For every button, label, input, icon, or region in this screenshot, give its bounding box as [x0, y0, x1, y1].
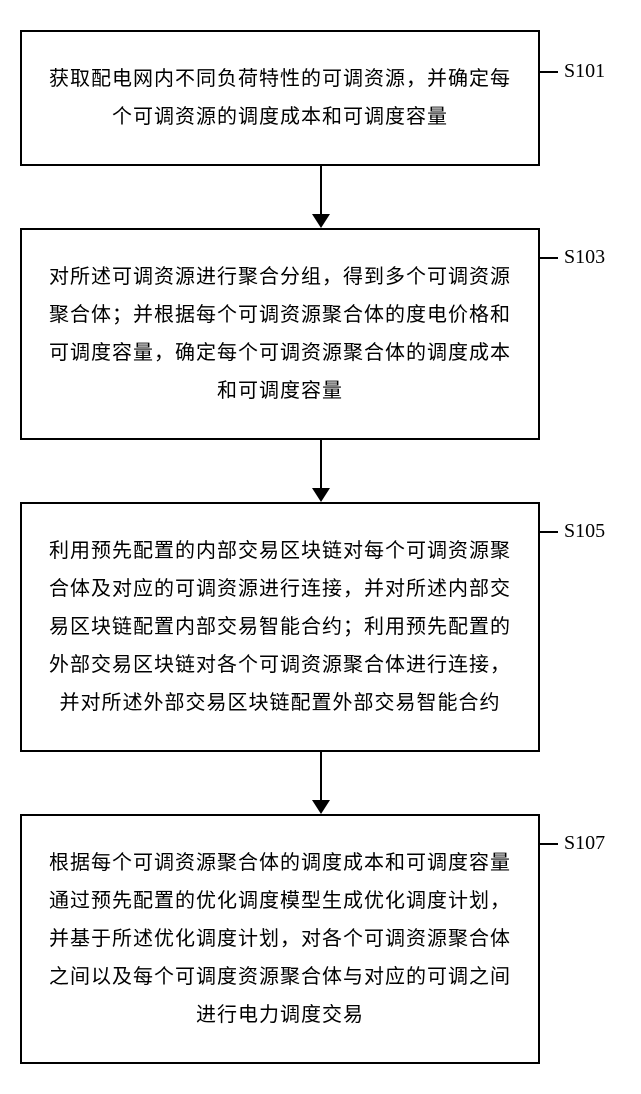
step-text: 对所述可调资源进行聚合分组，得到多个可调资源聚合体；并根据每个可调资源聚合体的度…: [49, 266, 511, 402]
step-box-s107: 根据每个可调资源聚合体的调度成本和可调度容量通过预先配置的优化调度模型生成优化调…: [20, 814, 540, 1064]
step-box-s105: 利用预先配置的内部交易区块链对每个可调资源聚合体及对应的可调资源进行连接，并对所…: [20, 502, 540, 752]
label-connector: [540, 531, 558, 533]
label-connector: [540, 843, 558, 845]
label-connector: [540, 257, 558, 259]
step-text: 获取配电网内不同负荷特性的可调资源，并确定每个可调资源的调度成本和可调度容量: [49, 68, 511, 128]
step-box-s101: 获取配电网内不同负荷特性的可调资源，并确定每个可调资源的调度成本和可调度容量: [20, 30, 540, 166]
step-label-s107: S107: [558, 832, 605, 855]
arrow-s105-s107: [61, 752, 581, 814]
step-label-s101: S101: [558, 60, 605, 83]
step-text: 利用预先配置的内部交易区块链对每个可调资源聚合体及对应的可调资源进行连接，并对所…: [49, 540, 511, 714]
arrow-s103-s105: [61, 440, 581, 502]
step-label-s105: S105: [558, 520, 605, 543]
arrow-s101-s103: [61, 166, 581, 228]
step-row-s101: 获取配电网内不同负荷特性的可调资源，并确定每个可调资源的调度成本和可调度容量 S…: [20, 30, 621, 166]
label-connector: [540, 71, 558, 73]
step-box-s103: 对所述可调资源进行聚合分组，得到多个可调资源聚合体；并根据每个可调资源聚合体的度…: [20, 228, 540, 440]
step-row-s105: 利用预先配置的内部交易区块链对每个可调资源聚合体及对应的可调资源进行连接，并对所…: [20, 502, 621, 752]
step-label-s103: S103: [558, 246, 605, 269]
flowchart-container: 获取配电网内不同负荷特性的可调资源，并确定每个可调资源的调度成本和可调度容量 S…: [20, 30, 621, 1064]
step-row-s103: 对所述可调资源进行聚合分组，得到多个可调资源聚合体；并根据每个可调资源聚合体的度…: [20, 228, 621, 440]
step-row-s107: 根据每个可调资源聚合体的调度成本和可调度容量通过预先配置的优化调度模型生成优化调…: [20, 814, 621, 1064]
